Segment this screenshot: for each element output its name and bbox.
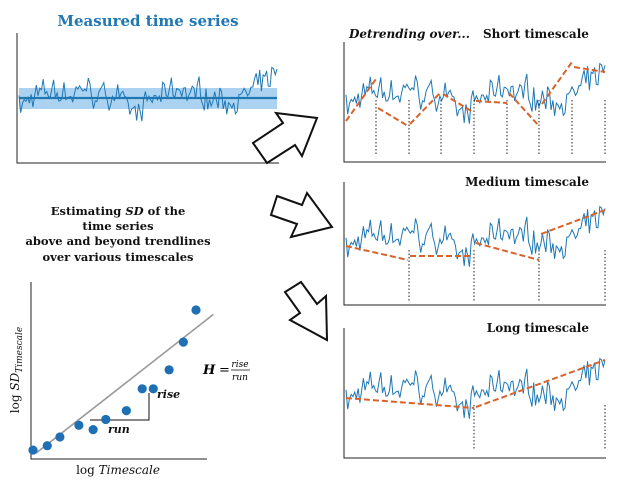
loglog-axes <box>30 282 207 460</box>
short-panel-title: Short timescale <box>483 27 589 41</box>
short-axes <box>343 42 606 163</box>
short-trendline <box>508 92 540 127</box>
long-trendline <box>345 397 475 409</box>
arrow-to-medium-icon <box>269 190 334 239</box>
long-panel-title: Long timescale <box>487 321 590 335</box>
hurst-symbol: H <box>202 363 216 378</box>
explanation-line-1: Estimating SD of the <box>51 204 186 218</box>
run-label: run <box>108 423 130 436</box>
hurst-numerator: rise <box>231 360 248 370</box>
medium-axes <box>343 182 606 306</box>
long-timescale-panel <box>343 328 606 459</box>
short-trendline <box>409 91 442 125</box>
short-segment-separators <box>375 100 606 156</box>
loglog-point-11 <box>178 337 188 347</box>
long-trendline <box>475 359 606 408</box>
explanation-line-2: time series <box>82 219 153 233</box>
measured-series-line <box>18 66 278 122</box>
loglog-point-5 <box>88 425 98 435</box>
medium-trendline <box>345 245 409 261</box>
measured-series-title: Measured time series <box>57 12 238 30</box>
loglog-fit-line <box>35 313 214 454</box>
long-trendlines <box>345 359 606 409</box>
loglog-point-12 <box>191 305 201 315</box>
loglog-point-2 <box>42 441 52 451</box>
medium-trendlines <box>345 209 606 261</box>
loglog-ylabel: log SDTimescale <box>8 327 25 413</box>
medium-trendline <box>475 242 540 261</box>
hurst-denominator: run <box>232 373 248 383</box>
loglog-point-6 <box>101 414 111 425</box>
short-series-line <box>345 62 606 124</box>
medium-trendline <box>540 209 606 235</box>
long-axes <box>343 328 606 459</box>
loglog-point-10 <box>164 365 174 375</box>
hurst-equals: = <box>219 363 230 378</box>
loglog-point-9 <box>148 384 158 394</box>
medium-panel-title: Medium timescale <box>465 175 589 189</box>
short-trendline <box>442 93 474 113</box>
medium-series-line <box>345 205 606 267</box>
long-segment-separators <box>473 405 606 450</box>
measured-series-panel <box>16 33 279 164</box>
loglog-point-7 <box>121 406 131 416</box>
loglog-point-8 <box>137 384 147 394</box>
medium-segment-separators <box>408 250 606 302</box>
short-trendline <box>573 66 606 73</box>
explanation-line-3: above and beyond trendlines <box>25 234 210 248</box>
rise-label: rise <box>157 388 180 401</box>
arrow-to-long-icon <box>283 280 329 342</box>
explanation-line-4: over various timescales <box>42 250 193 264</box>
loglog-points <box>28 305 201 455</box>
short-trendline <box>377 107 409 127</box>
loglog-point-1 <box>28 445 38 455</box>
loglog-xlabel: log Timescale <box>76 463 160 477</box>
arrow-to-short-icon <box>251 111 319 165</box>
short-timescale-panel <box>343 42 606 163</box>
loglog-plot: rise run log Timescale log SDTimescale <box>8 282 214 477</box>
rise-run-triangle <box>90 393 150 421</box>
hurst-formula: H = rise run <box>202 360 250 383</box>
medium-timescale-panel <box>343 182 606 306</box>
long-series-line <box>345 357 606 419</box>
short-trendline <box>475 100 508 104</box>
measured-axes <box>16 33 279 164</box>
short-panel-prefix: Detrending over... <box>348 27 470 41</box>
loglog-point-4 <box>74 420 84 430</box>
short-trendlines <box>345 61 606 127</box>
loglog-point-3 <box>55 432 65 442</box>
